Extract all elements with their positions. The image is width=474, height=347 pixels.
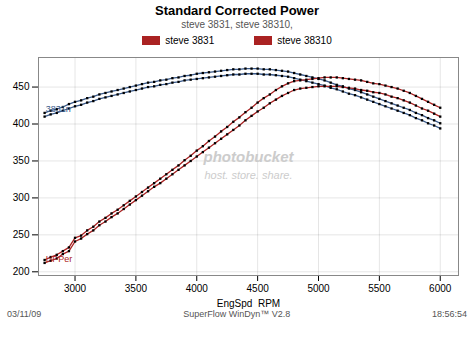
- svg-text:6000: 6000: [429, 283, 452, 294]
- html-text:03/11/09: 03/11/09: [7, 309, 42, 319]
- svg-text:photobucket: photobucket: [203, 148, 295, 165]
- html-text:steve 38310: steve 38310: [277, 34, 332, 46]
- svg-text:5500: 5500: [368, 283, 391, 294]
- html-text:SuperFlow WinDyn™ V2.8: SuperFlow WinDyn™ V2.8: [183, 309, 291, 319]
- svg-text:3500: 3500: [125, 283, 148, 294]
- svg-text:400: 400: [13, 118, 30, 129]
- html-text:steve 3831: steve 3831: [165, 34, 215, 46]
- svg-text:250: 250: [13, 229, 30, 240]
- svg-text:HPPer: HPPer: [46, 254, 73, 264]
- svg-text:5000: 5000: [307, 283, 330, 294]
- svg-text:3000: 3000: [64, 283, 87, 294]
- svg-text:450: 450: [13, 81, 30, 92]
- html-text:18:56:54: 18:56:54: [432, 309, 467, 319]
- svg-text:300: 300: [13, 192, 30, 203]
- svg-text:4500: 4500: [247, 283, 270, 294]
- html-text:steve 3831, steve 38310,: steve 3831, steve 38310,: [181, 19, 293, 30]
- svg-text:EngSpd RPM: EngSpd RPM: [217, 298, 280, 309]
- svg-text:3831n: 3831n: [46, 104, 71, 114]
- svg-text:4000: 4000: [186, 283, 209, 294]
- svg-text:350: 350: [13, 155, 30, 166]
- svg-text:200: 200: [13, 266, 30, 277]
- html-text:Standard Corrected Power: Standard Corrected Power: [155, 3, 319, 18]
- svg-text:host. store. share.: host. store. share.: [204, 169, 292, 181]
